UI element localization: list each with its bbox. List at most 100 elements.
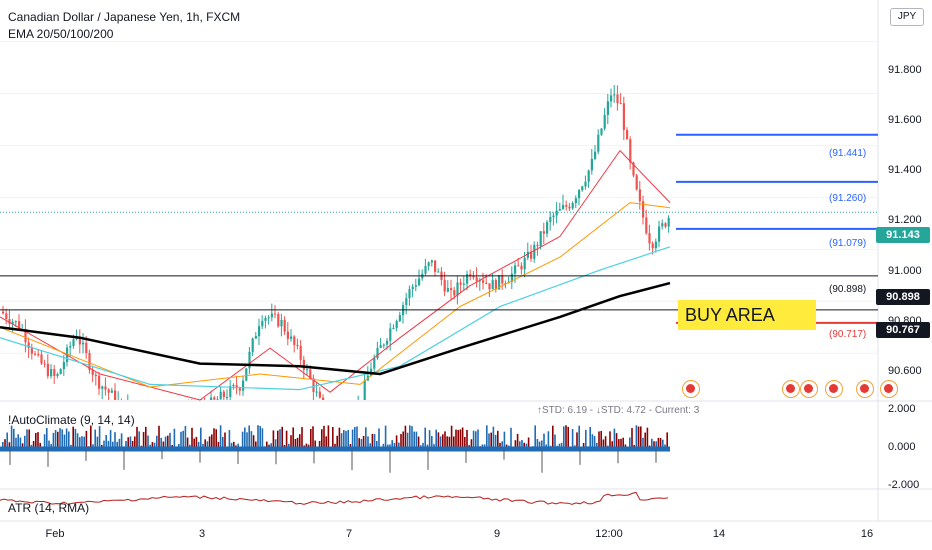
climate-bar [393, 442, 396, 449]
candle-body [434, 260, 437, 272]
candle-body [405, 298, 408, 306]
candle-body [389, 328, 392, 341]
climate-bar [305, 443, 308, 449]
climate-bar [415, 431, 418, 449]
candle-body [245, 368, 248, 381]
x-tick-label: 12:00 [595, 528, 623, 540]
candle-body [606, 101, 609, 116]
candle-body [542, 231, 545, 234]
climate-bar [435, 429, 437, 449]
climate-bar [257, 425, 259, 449]
climate-bar [351, 429, 354, 449]
candle-body [110, 390, 113, 393]
climate-bar [635, 425, 638, 449]
candle-body [219, 391, 222, 400]
climate-bar [472, 430, 475, 449]
candle-body [210, 397, 213, 400]
climate-bar [558, 443, 561, 449]
candle-body [24, 328, 27, 343]
climate-bar [35, 432, 37, 449]
candle-body [437, 271, 440, 273]
climate-bar [334, 443, 336, 449]
x-tick-label: 16 [860, 528, 874, 540]
candle-body [286, 331, 289, 339]
candle-body [14, 321, 17, 323]
buy-area-annotation[interactable]: BUY AREA [678, 300, 816, 330]
climate-bar [6, 432, 8, 449]
climate-bar [318, 440, 321, 449]
candle-body [290, 336, 293, 339]
climate-bar [246, 432, 248, 449]
candle-body [386, 340, 389, 345]
event-icon[interactable] [782, 380, 800, 398]
candle-body [638, 189, 641, 202]
climate-bar [552, 425, 554, 449]
canada-flag-icon[interactable] [825, 380, 843, 398]
climate-bar [164, 436, 167, 449]
climate-bar [219, 425, 222, 449]
climate-bar [459, 429, 462, 449]
climate-bar [323, 425, 325, 449]
x-tick-label: 3 [198, 528, 206, 540]
climate-bar [611, 441, 613, 449]
climate-bar [182, 430, 184, 449]
candle-body [456, 282, 459, 296]
candle-body [101, 386, 104, 389]
candle-body [251, 338, 254, 352]
climate-bar [448, 436, 451, 449]
candle-body [226, 396, 229, 398]
atr-label[interactable]: ATR (14, RMA) [8, 501, 90, 515]
event-icon[interactable] [856, 380, 874, 398]
candle-body [667, 218, 670, 227]
candle-body [2, 311, 5, 314]
autoclimate-stats: ↑STD: 6.19 - ↓STD: 4.72 - Current: 3 [537, 405, 700, 416]
climate-bar [442, 434, 444, 449]
candle-body [302, 359, 305, 370]
y-tick-label: 91.600 [888, 114, 922, 126]
climate-bar [32, 440, 35, 449]
climate-bar [63, 434, 66, 449]
climate-bar [288, 443, 290, 449]
candle-body [565, 205, 568, 207]
climate-bar [281, 426, 283, 449]
climate-bar [376, 441, 378, 449]
climate-bar [391, 440, 393, 449]
climate-bar [362, 435, 365, 449]
candle-body [654, 241, 657, 249]
candle-body [306, 369, 309, 371]
climate-bar [519, 441, 521, 449]
climate-bar [74, 428, 77, 449]
climate-bar [657, 437, 660, 449]
climate-bar [156, 435, 158, 449]
ema-indicator-label[interactable]: EMA 20/50/100/200 [8, 27, 114, 41]
candle-body [584, 181, 587, 187]
canada-flag-icon[interactable] [682, 380, 700, 398]
climate-bar [169, 432, 171, 449]
candle-body [558, 208, 561, 211]
climate-bar [413, 431, 415, 449]
candle-body [379, 345, 382, 348]
climate-bar [83, 436, 85, 449]
y-tick-label: 91.200 [888, 214, 922, 226]
candle-body [213, 397, 216, 400]
candle-body [546, 222, 549, 234]
climate-bar [659, 437, 662, 449]
climate-bar [543, 433, 545, 449]
climate-bar [244, 427, 246, 449]
candle-body [318, 391, 321, 398]
candle-body [8, 319, 11, 324]
candle-body [229, 386, 232, 397]
candle-body [254, 336, 257, 339]
climate-bar [591, 434, 594, 449]
event-icon[interactable] [800, 380, 818, 398]
climate-bar [475, 431, 477, 449]
candle-body [446, 288, 449, 292]
canada-flag-icon[interactable] [880, 380, 898, 398]
climate-bar [250, 431, 253, 449]
ema-line [0, 246, 671, 391]
climate-bar [160, 437, 162, 449]
candle-body [274, 313, 277, 315]
currency-selector[interactable]: JPY [890, 8, 924, 26]
autoclimate-label[interactable]: !AutoClimate (9, 14, 14) [8, 413, 135, 427]
